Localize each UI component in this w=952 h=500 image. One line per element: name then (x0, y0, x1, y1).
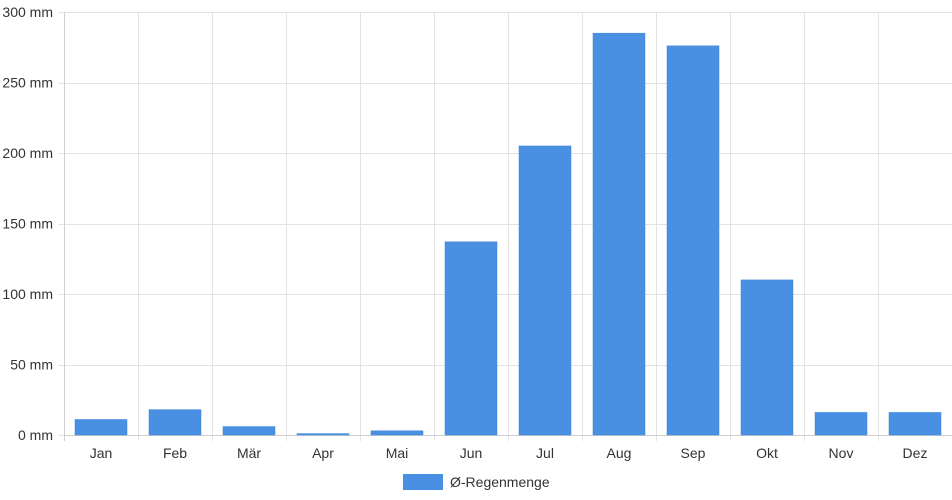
x-tick-label: Aug (607, 445, 632, 461)
x-tick-label: Jul (536, 445, 554, 461)
bar-Mai[interactable] (370, 430, 424, 436)
bar-Jul[interactable] (518, 145, 572, 436)
legend[interactable]: Ø-Regenmenge (403, 474, 550, 490)
x-tick-label: Mai (386, 445, 409, 461)
x-tick-label: Dez (903, 445, 928, 461)
y-axis-ticks: 0 mm 50 mm 100 mm 150 mm 200 mm 250 mm 300 mm (2, 4, 53, 443)
x-tick-label: Jan (90, 445, 113, 461)
bar-Feb[interactable] (148, 409, 202, 436)
x-tick-label: Sep (681, 445, 706, 461)
x-tick-label: Feb (163, 445, 187, 461)
bar-Jun[interactable] (444, 241, 498, 436)
x-axis-ticks: Jan Feb Mär Apr Mai Jun Jul Aug Sep Okt Nov Dez (90, 445, 928, 461)
bar-Aug[interactable] (592, 32, 646, 436)
y-tick-label: 250 mm (2, 75, 53, 91)
bar-Dez[interactable] (888, 412, 942, 436)
y-tick-label: 100 mm (2, 286, 53, 302)
x-tick-label: Nov (829, 445, 854, 461)
x-tick-label: Mär (237, 445, 261, 461)
x-tick-label: Jun (460, 445, 483, 461)
y-tick-label: 50 mm (10, 357, 53, 373)
x-tick-label: Apr (312, 445, 334, 461)
legend-label: Ø-Regenmenge (450, 474, 550, 490)
y-tick-label: 300 mm (2, 4, 53, 20)
bar-Nov[interactable] (814, 412, 868, 436)
legend-swatch (403, 474, 443, 490)
bar-Sep[interactable] (666, 45, 720, 436)
grid-lines (58, 12, 952, 441)
bars (74, 32, 942, 436)
bar-Mär[interactable] (222, 426, 276, 436)
y-tick-label: 150 mm (2, 216, 53, 232)
bar-Okt[interactable] (740, 279, 794, 436)
x-tick-label: Okt (756, 445, 778, 461)
y-tick-label: 0 mm (18, 427, 53, 443)
y-tick-label: 200 mm (2, 145, 53, 161)
bar-Jan[interactable] (74, 419, 128, 436)
bar-Apr[interactable] (296, 433, 350, 436)
